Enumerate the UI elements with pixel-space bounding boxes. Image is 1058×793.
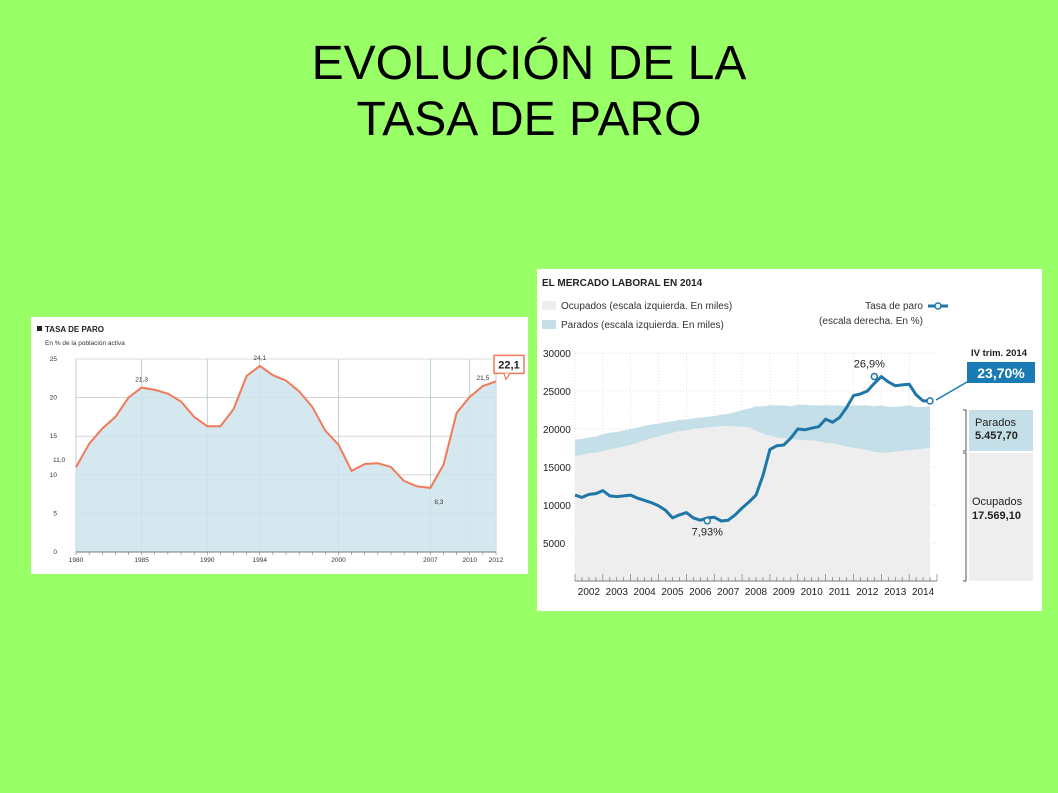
tasa-de-paro-area [76,365,496,552]
y-tick-label: 20000 [543,425,571,436]
mercado-laboral-chart: EL MERCADO LABORAL EN 2014 Ocupados (esc… [542,278,1035,598]
x-tick-label: 2007 [423,557,438,564]
slide-title-line-1: EVOLUCIÓN DE LA [311,37,747,90]
x-tick-label: 2006 [689,587,712,598]
y-tick-label: 15 [50,433,58,440]
tasa-end-marker [926,397,934,405]
x-tick-label: 2008 [745,587,768,598]
annotation-label: 8,3 [434,499,443,506]
legend-swatch-ocupados [542,301,556,310]
x-tick-label: 2000 [331,557,346,564]
x-tick-label: 1994 [253,557,268,564]
annotation-marker [870,372,879,381]
x-tick-label: 2005 [661,587,684,598]
side-value-parados: 5.457,70 [975,430,1018,442]
side-box-parados [969,410,1033,451]
x-tick-label: 2009 [773,587,796,598]
x-tick-label: 1980 [69,557,84,564]
x-tick-label: 2002 [578,587,601,598]
y-tick-label: 30000 [543,349,571,360]
x-tick-label: 2011 [829,587,851,598]
annotation-marker [703,516,712,525]
side-label-parados: Parados [975,417,1016,429]
legend-label-tasa-scale: (escala derecha. En %) [819,316,923,327]
x-tick-label: 2012 [489,557,504,564]
x-tick-label: 2007 [717,587,740,598]
annotation-pointer [503,373,511,381]
x-tick-label: 2003 [606,587,629,598]
title-square-icon [37,326,42,331]
ocupados-area [575,426,930,581]
y-tick-label: 15000 [543,463,571,474]
side-bracket-ocupados [963,452,967,582]
x-tick-label: 2004 [633,587,656,598]
x-tick-label: 2012 [856,587,879,598]
tasa-de-paro-line [75,364,497,489]
annotation-label: 11,0 [53,457,66,464]
y-tick-label: 5 [53,510,57,517]
side-box-ocupados [969,453,1033,581]
annotation-label: 21,3 [135,377,148,384]
x-tick-label: 1985 [134,557,149,564]
annotation-label: 21,5 [477,375,490,382]
x-tick-label: 1990 [200,557,215,564]
side-badge-connector [935,381,968,401]
y-tick-label: 10000 [543,501,571,512]
legend-swatch-parados [542,320,556,329]
side-label-ocupados: Ocupados [972,496,1023,508]
legend-label-parados: Parados (escala izquierda. En miles) [561,320,724,331]
x-tick-label: 2010 [463,557,478,564]
side-value-ocupados: 17.569,10 [972,510,1021,522]
tasa-de-paro-line [574,375,930,523]
side-bracket-parados [963,409,967,452]
slide-title-line-2: TASA DE PARO [356,93,702,146]
side-badge [967,362,1035,383]
annotation-label: 26,9% [854,359,885,371]
annotation-label: 7,93% [692,527,723,539]
legend-marker-tasa [934,302,942,310]
side-badge-value: 23,70% [977,365,1025,381]
y-tick-label: 25 [50,356,58,363]
chart-title: TASA DE PARO [45,325,104,334]
tasa-de-paro-chart: TASA DE PARO En % de la población activa… [37,325,525,564]
y-tick-label: 25000 [543,387,571,398]
slide-title: EVOLUCIÓN DE LA TASA DE PARO [0,36,1058,148]
y-tick-label: 20 [50,395,58,402]
chart-title: EL MERCADO LABORAL EN 2014 [542,278,703,289]
y-tick-label: 0 [53,549,57,556]
side-header: IV trim. 2014 [971,348,1028,359]
y-tick-label: 5000 [543,539,566,550]
mercado-laboral-chart-panel: EL MERCADO LABORAL EN 2014 Ocupados (esc… [537,269,1042,611]
x-tick-label: 2014 [912,587,935,598]
x-tick-label: 2013 [884,587,907,598]
annotation-label: 22,1 [498,359,519,371]
legend-label-tasa: Tasa de paro [865,301,923,312]
chart-subtitle: En % de la población activa [45,340,125,347]
tasa-de-paro-chart-panel: TASA DE PARO En % de la población activa… [31,317,528,574]
y-tick-label: 10 [50,472,58,479]
annotation-label: 24,1 [253,355,266,362]
legend-label-ocupados: Ocupados (escala izquierda. En miles) [561,301,732,312]
x-tick-label: 2010 [801,587,824,598]
